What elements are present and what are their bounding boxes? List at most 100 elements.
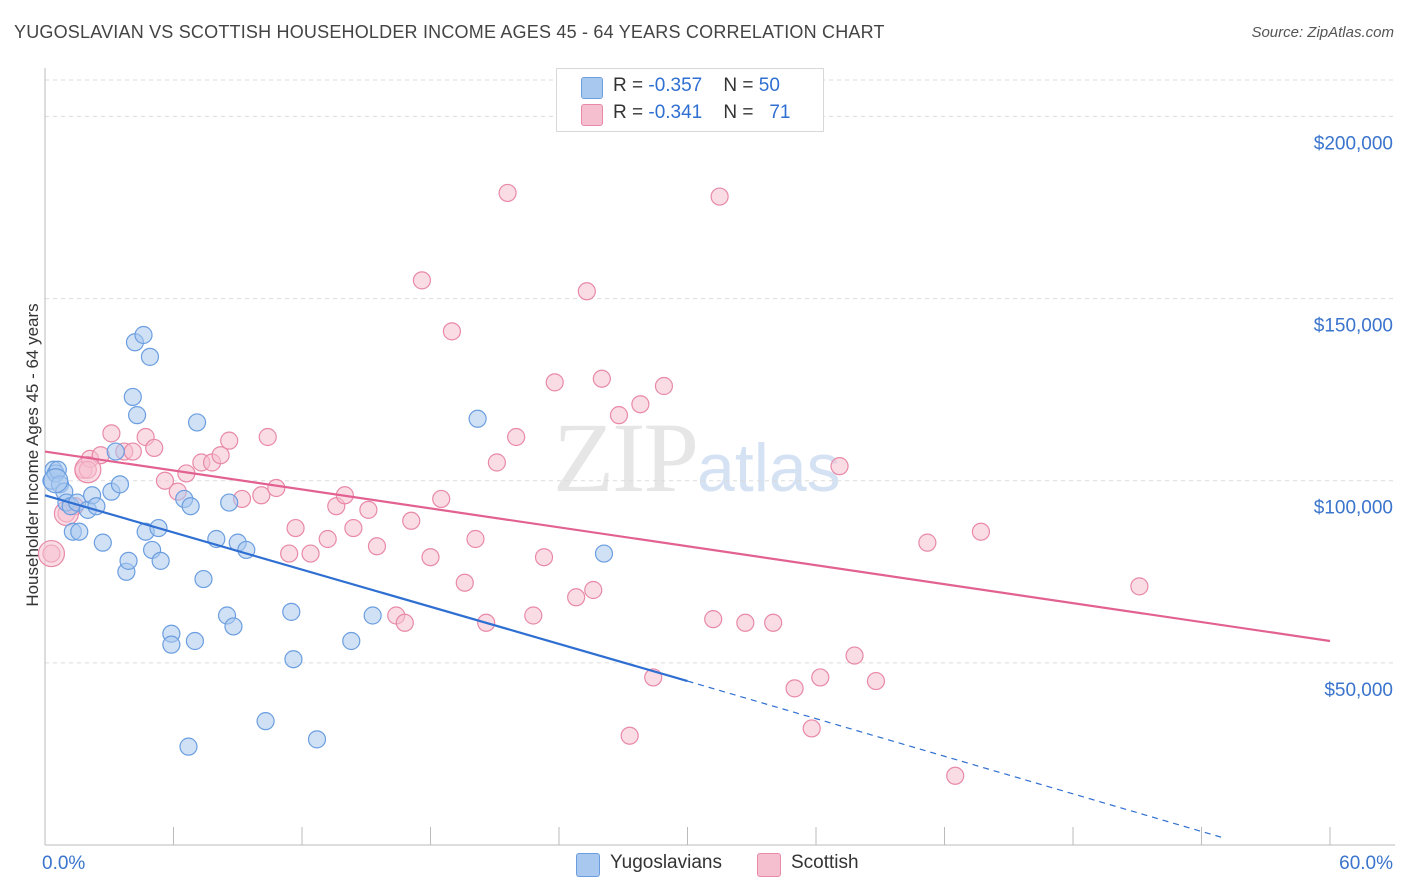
stats-legend: R = -0.357 N = 50 R = -0.341 N = 71 (556, 68, 824, 132)
yugoslavian-point (256, 712, 275, 731)
y-axis-label: Householder Income Ages 45 - 64 years (23, 303, 42, 607)
yugoslavian-point (307, 730, 327, 749)
yugoslavian-point (187, 413, 207, 432)
r-value: -0.341 (648, 102, 703, 123)
yugoslavian-point (43, 468, 69, 494)
scottish-point (442, 322, 462, 341)
grid-lines (45, 79, 1395, 664)
yugoslavian-point (127, 406, 147, 425)
trend-lines (44, 450, 1331, 839)
yugoslavian-point (194, 569, 213, 589)
yugoslavian-point (106, 442, 125, 461)
scottish-point (455, 573, 474, 592)
source-label: Source: ZipAtlas.com (1251, 24, 1394, 41)
scottish-trend-line (44, 450, 1331, 643)
scottish-point (155, 471, 175, 490)
yugoslavian-point (342, 631, 361, 651)
scottish-point (946, 766, 965, 785)
axes (44, 68, 1395, 846)
scottish-point (344, 518, 363, 538)
scottish-point (421, 548, 440, 567)
x-tick-label: 60.0% (1339, 853, 1393, 874)
yugoslavian-point (284, 650, 303, 669)
yugoslavian-point (123, 387, 142, 407)
yugoslavian-point (151, 551, 170, 570)
yugoslavian-point (110, 475, 130, 494)
legend-swatch-pink (581, 104, 603, 126)
scottish-point (286, 518, 305, 538)
scottish-point (845, 646, 864, 665)
scottish-point (785, 679, 804, 698)
scottish-point (524, 606, 543, 625)
scottish-point (267, 478, 286, 498)
scottish-point (402, 511, 421, 530)
scottish-point (830, 457, 849, 476)
yugoslavian-point (282, 602, 301, 621)
yugoslavian-point (162, 635, 181, 654)
scottish-point (318, 529, 337, 549)
scottish-point (211, 446, 230, 465)
y-tick-label: $100,000 (1314, 498, 1393, 519)
yugoslavian-point (181, 497, 200, 516)
scottish-point (395, 613, 414, 632)
scottish-point (654, 376, 674, 396)
scottish-point (620, 726, 639, 745)
yugoslavian-point (185, 631, 205, 651)
scottish-point (37, 539, 66, 568)
n-label: N = (723, 75, 759, 96)
n-value: 50 (758, 75, 780, 96)
scottish-point (764, 613, 783, 632)
yugoslavian-point (220, 493, 239, 512)
r-label: R = (613, 102, 649, 123)
legend-swatch-pink (757, 853, 781, 877)
scottish-point (736, 613, 755, 632)
scottish-point (631, 395, 650, 414)
yugoslavian-point (594, 544, 614, 563)
n-label: N = (723, 102, 759, 123)
scottish-point (359, 500, 378, 519)
tick-labels: $50,000 $100,000 $150,000 $200,000 0.0% 60.0% (42, 133, 1393, 874)
scottish-point (811, 668, 830, 687)
scottish-point (545, 373, 564, 392)
scottish-point (432, 489, 451, 509)
scottish-point (802, 719, 821, 738)
yugoslavian-point (119, 551, 138, 570)
scottish-point (412, 271, 432, 290)
yugoslavian-point (140, 347, 160, 366)
scottish-point (498, 183, 517, 203)
scottish-point (1130, 577, 1149, 596)
scottish-point (704, 610, 723, 629)
yugoslavian-point (224, 617, 243, 636)
scottish-point (258, 427, 277, 447)
yugoslavian-point (179, 737, 198, 756)
scottish-point (567, 588, 586, 607)
legend-swatch-blue (581, 77, 603, 99)
scottish-point (145, 438, 164, 458)
scottish-point (487, 453, 506, 472)
scottish-point (74, 456, 102, 484)
scottish-point (280, 544, 299, 563)
scottish-point (466, 529, 485, 549)
scottish-point (534, 548, 554, 567)
scottish-point (252, 486, 271, 505)
scottish-point (592, 369, 611, 388)
chart-title: YUGOSLAVIAN VS SCOTTISH HOUSEHOLDER INCO… (14, 22, 885, 42)
yugoslavian-point (93, 533, 112, 552)
scottish-point (367, 537, 387, 556)
scottish-point (710, 187, 729, 206)
scottish-point (918, 533, 937, 552)
yugoslavian-point (70, 522, 89, 541)
scottish-point (220, 431, 239, 450)
scottish-point (577, 282, 596, 301)
watermark-atlas: atlas (697, 430, 841, 506)
yugoslavian-point (363, 606, 382, 625)
scottish-point (971, 522, 991, 541)
yugoslavian-trend-line (44, 494, 688, 683)
yugoslavian-trend-extension (687, 680, 1224, 839)
scottish-point (301, 544, 320, 563)
scottish-point (507, 427, 526, 447)
scottish-point (866, 671, 886, 691)
legend-label: Scottish (791, 852, 859, 873)
legend-swatch-blue (576, 853, 600, 877)
